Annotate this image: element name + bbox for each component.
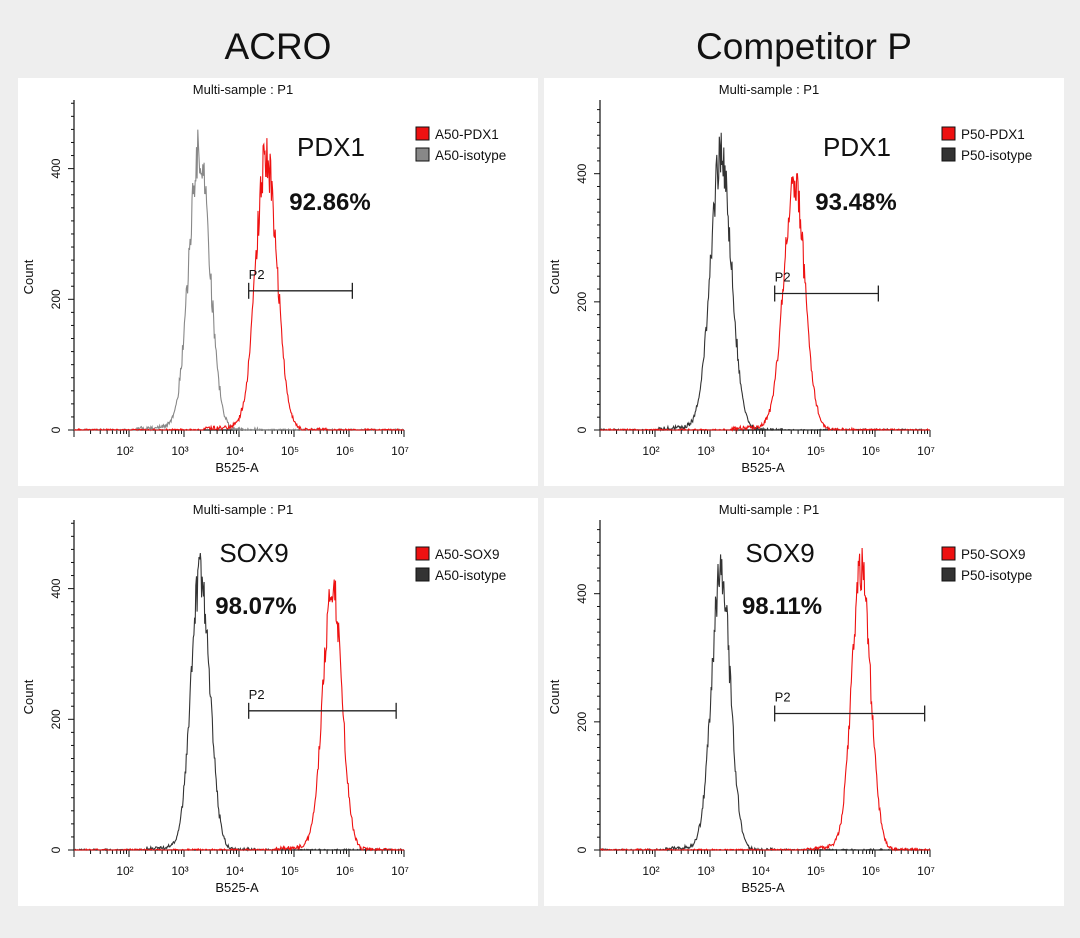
x-tick-label: 10³	[697, 444, 714, 458]
x-tick-label: 10²	[642, 444, 659, 458]
legend-label: A50-SOX9	[435, 547, 500, 562]
x-tick-label: 10⁷	[917, 444, 935, 458]
y-tick-label: 400	[575, 583, 589, 603]
x-tick-label: 10⁵	[807, 864, 825, 878]
y-tick-label: 400	[575, 163, 589, 183]
y-axis-label: Count	[547, 679, 562, 714]
x-axis-label: B525-A	[741, 880, 785, 895]
gate-label: P2	[775, 270, 791, 285]
y-tick-label: 200	[49, 709, 63, 729]
chart-title: Multi-sample : P1	[719, 82, 819, 97]
y-tick-label: 400	[49, 578, 63, 598]
percent-positive-label: 93.48%	[815, 189, 896, 216]
column-title-competitor: Competitor P	[696, 26, 912, 67]
x-tick-label: 10⁴	[752, 864, 771, 878]
legend-swatch	[941, 147, 956, 162]
marker-label: SOX9	[219, 538, 288, 568]
y-tick-label: 200	[575, 712, 589, 732]
x-tick-label: 10⁷	[391, 444, 409, 458]
histogram-series-a50-sox9	[74, 579, 405, 852]
y-axis-label: Count	[547, 259, 562, 294]
x-axis-label: B525-A	[215, 460, 259, 475]
legend-swatch	[415, 147, 430, 162]
x-tick-label: 10⁶	[336, 444, 354, 458]
x-tick-label: 10²	[642, 864, 659, 878]
histogram-panel-acro-sox9: Multi-sample : P1 0 200 400 10² 10³ 10⁴ 10⁵ 10⁶ 1…	[18, 498, 538, 906]
y-axis-label: Count	[21, 679, 36, 714]
legend-label: A50-isotype	[435, 148, 506, 163]
y-tick-label: 200	[575, 292, 589, 312]
x-tick-label: 10⁴	[226, 864, 245, 878]
x-tick-label: 10⁴	[752, 444, 771, 458]
x-tick-label: 10⁵	[281, 864, 299, 878]
histogram-series-a50-pdx1	[74, 138, 404, 432]
histogram-series-p50-isotype	[599, 132, 930, 432]
gate-label: P2	[775, 690, 791, 705]
x-tick-label: 10⁵	[807, 444, 825, 458]
x-tick-label: 10³	[171, 864, 188, 878]
gate-label: P2	[249, 687, 265, 702]
y-tick-label: 0	[49, 846, 63, 853]
legend-label: P50-PDX1	[961, 127, 1025, 142]
legend-swatch	[941, 126, 956, 141]
x-axis-label: B525-A	[741, 460, 785, 475]
x-tick-label: 10⁶	[336, 864, 354, 878]
x-tick-label: 10⁷	[391, 864, 409, 878]
histogram-panel-competitor-sox9: Multi-sample : P1 0 200 400 10² 10³ 10⁴ 10⁵ 10⁶ 1…	[544, 498, 1064, 906]
y-tick-label: 400	[49, 158, 63, 178]
marker-label: PDX1	[823, 132, 891, 162]
y-tick-label: 0	[49, 426, 63, 433]
legend-label: A50-PDX1	[435, 127, 499, 142]
histogram-series-p50-sox9	[599, 547, 931, 852]
percent-positive-label: 98.07%	[215, 593, 296, 620]
legend-label: P50-isotype	[961, 568, 1032, 583]
legend-label: P50-isotype	[961, 148, 1032, 163]
x-tick-label: 10⁴	[226, 444, 245, 458]
histogram-acro-sox9: Multi-sample : P1 0 200 400 10² 10³ 10⁴ 10⁵ 10⁶ 1…	[21, 502, 506, 895]
x-tick-label: 10³	[697, 864, 714, 878]
legend-swatch	[941, 567, 956, 582]
x-axis-label: B525-A	[215, 880, 259, 895]
legend-label: P50-SOX9	[961, 547, 1026, 562]
legend-swatch	[415, 546, 430, 561]
y-tick-label: 0	[575, 426, 589, 433]
histogram-acro-pdx1: Multi-sample : P1 0 200 400 10² 10³ 10⁴ 10⁵ 10⁶ 1…	[21, 82, 506, 475]
y-tick-label: 200	[49, 289, 63, 309]
chart-title: Multi-sample : P1	[193, 502, 293, 517]
x-tick-label: 10²	[116, 444, 133, 458]
histogram-competitor-sox9: Multi-sample : P1 0 200 400 10² 10³ 10⁴ 10⁵ 10⁶ 1…	[547, 502, 1032, 895]
x-tick-label: 10⁵	[281, 444, 299, 458]
x-tick-label: 10⁶	[862, 444, 880, 458]
column-title-acro: ACRO	[224, 26, 332, 67]
histogram-panel-competitor-pdx1: Multi-sample : P1 0 200 400 10² 10³ 10⁴ 10⁵ 10⁶ 1…	[544, 78, 1064, 486]
x-tick-label: 10⁷	[917, 864, 935, 878]
histogram-competitor-pdx1: Multi-sample : P1 0 200 400 10² 10³ 10⁴ 10⁵ 10⁶ 1…	[547, 82, 1032, 475]
legend-swatch	[941, 546, 956, 561]
chart-title: Multi-sample : P1	[719, 502, 819, 517]
x-tick-label: 10²	[116, 864, 133, 878]
x-tick-label: 10⁶	[862, 864, 880, 878]
marker-label: PDX1	[297, 132, 365, 162]
gate-label: P2	[249, 267, 265, 282]
histogram-panel-acro-pdx1: Multi-sample : P1 0 200 400 10² 10³ 10⁴ 10⁵ 10⁶ 1…	[18, 78, 538, 486]
marker-label: SOX9	[745, 538, 814, 568]
y-axis-label: Count	[21, 259, 36, 294]
chart-title: Multi-sample : P1	[193, 82, 293, 97]
legend-swatch	[415, 567, 430, 582]
percent-positive-label: 98.11%	[742, 593, 822, 620]
legend-label: A50-isotype	[435, 568, 506, 583]
percent-positive-label: 92.86%	[289, 189, 370, 216]
y-tick-label: 0	[575, 846, 589, 853]
histogram-series-a50-isotype	[73, 129, 405, 432]
x-tick-label: 10³	[171, 444, 188, 458]
histogram-series-p50-pdx1	[599, 173, 930, 432]
legend-swatch	[415, 126, 430, 141]
